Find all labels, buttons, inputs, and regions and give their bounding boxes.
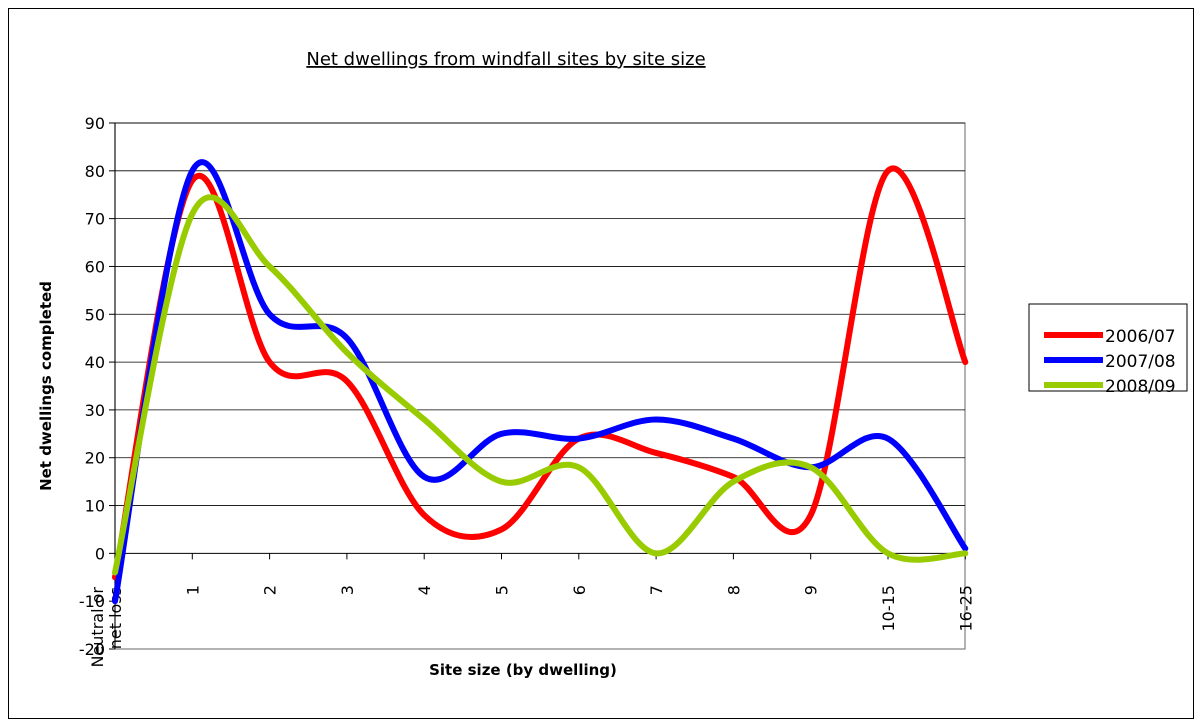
x-tick-label: 2 xyxy=(261,585,280,595)
x-tick-label: 3 xyxy=(338,585,357,595)
legend-label: 2006/07 xyxy=(1105,327,1176,347)
legend-label: 2008/09 xyxy=(1105,377,1176,397)
y-axis-label: Net dwellings completed xyxy=(37,281,55,491)
y-tick-label: 20 xyxy=(85,449,105,468)
x-tick-label-group: Neutral or net loss xyxy=(88,587,125,668)
chart-svg: Net dwellings from windfall sites by sit… xyxy=(37,49,1188,679)
x-axis-label: Site size (by dwelling) xyxy=(429,661,617,679)
legend-box xyxy=(1028,303,1188,392)
series-line xyxy=(112,194,969,576)
series-lines xyxy=(112,159,969,605)
y-tick-label: 10 xyxy=(85,497,105,516)
x-tick-label: 10-15 xyxy=(879,585,898,632)
y-tick-labels: -20 -10 0 10 20 30 40 50 60 70 80 90 xyxy=(79,114,105,659)
x-tick-label: 9 xyxy=(802,585,821,595)
x-tick-label: 16-25 xyxy=(956,585,975,632)
x-tick-label: 8 xyxy=(724,585,743,595)
axes xyxy=(109,122,966,650)
x-tick-label: 4 xyxy=(415,585,434,595)
x-tick-labels: Neutral or net loss 1 2 3 4 5 6 7 8 9 10-15 16-25 xyxy=(88,585,975,668)
y-tick-label: 90 xyxy=(85,114,105,133)
x-tick-label: Neutral or xyxy=(88,587,107,668)
x-tick-label: 1 xyxy=(183,585,202,595)
x-tick-label: net loss xyxy=(106,587,125,649)
y-tick-label: 70 xyxy=(85,210,105,229)
y-tick-label: 60 xyxy=(85,257,105,276)
y-tick-label: 30 xyxy=(85,401,105,420)
chart-title: Net dwellings from windfall sites by sit… xyxy=(306,49,705,70)
y-tick-label: 50 xyxy=(85,305,105,324)
y-tick-label: 40 xyxy=(85,353,105,372)
x-tick-label: 5 xyxy=(493,585,512,595)
x-tick-label: 7 xyxy=(647,585,666,595)
y-tick-label: -20 xyxy=(79,640,105,659)
y-tick-label: 80 xyxy=(85,162,105,181)
y-tick-label: -10 xyxy=(79,592,105,611)
y-tick-label: 0 xyxy=(95,544,105,563)
legend-label: 2007/08 xyxy=(1105,352,1176,372)
x-tick-label: 6 xyxy=(570,585,589,595)
chart-frame: Net dwellings from windfall sites by sit… xyxy=(8,8,1194,719)
gridlines xyxy=(115,122,965,506)
legend: 2006/07 2007/08 2008/09 xyxy=(1028,303,1188,397)
